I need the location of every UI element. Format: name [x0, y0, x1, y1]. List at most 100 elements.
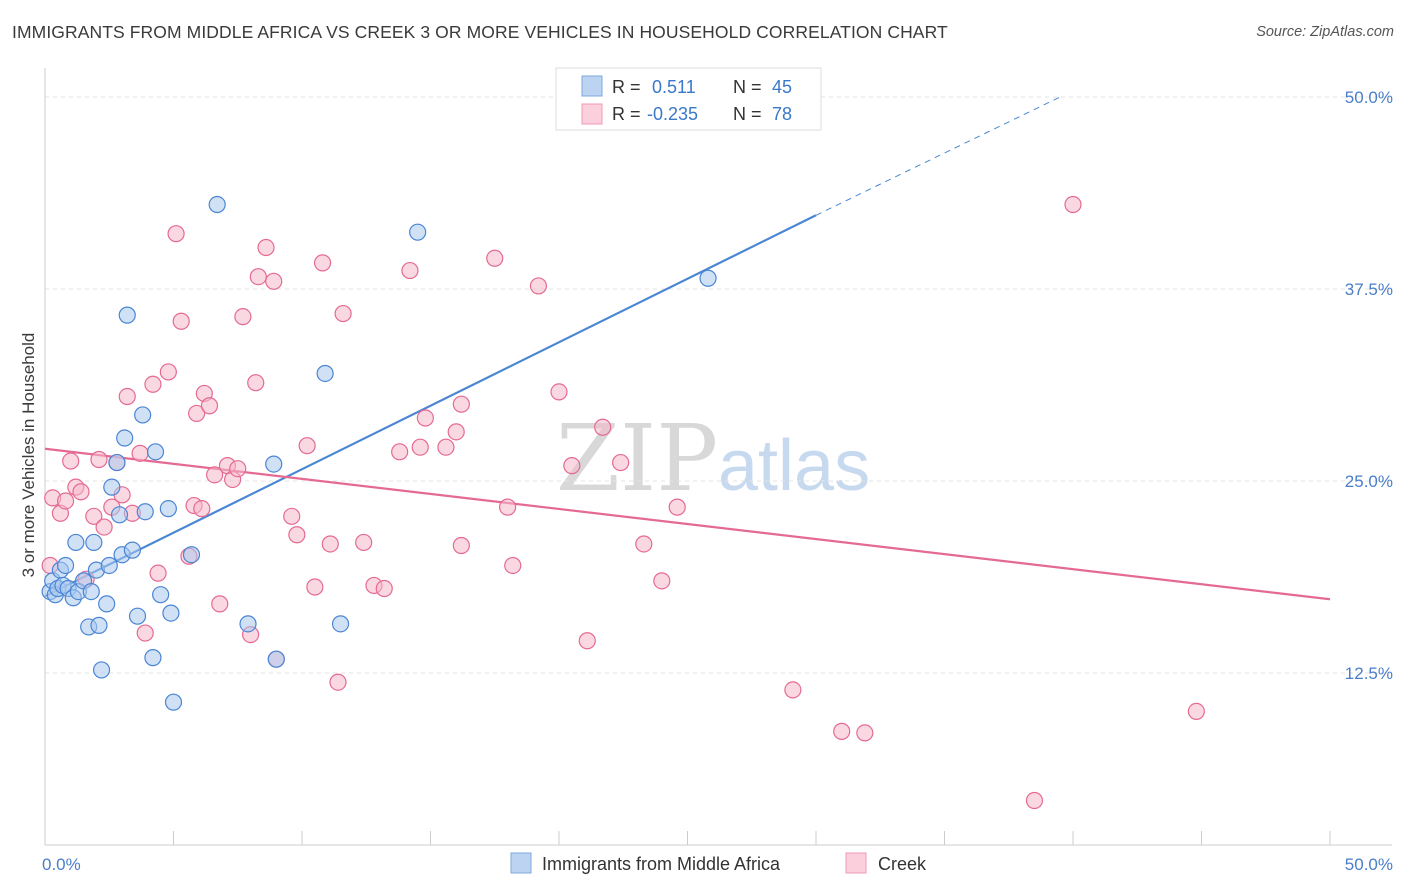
- point-middle-africa: [134, 406, 152, 424]
- legend-n-label-1: N =: [733, 77, 762, 97]
- legend-n-label-2: N =: [733, 104, 762, 124]
- point-middle-africa: [265, 455, 283, 473]
- point-middle-africa: [162, 604, 180, 622]
- point-creek: [136, 624, 154, 642]
- point-creek: [234, 308, 252, 326]
- point-creek: [211, 595, 229, 613]
- point-middle-africa: [103, 478, 121, 496]
- point-creek: [486, 249, 504, 267]
- point-middle-africa: [85, 533, 103, 552]
- chart-title: IMMIGRANTS FROM MIDDLE AFRICA VS CREEK 3…: [12, 22, 948, 42]
- y-axis-label: 3 or more Vehicles in Household: [19, 333, 38, 578]
- bottom-legend-label-2: Creek: [878, 854, 927, 874]
- point-middle-africa: [164, 693, 183, 711]
- point-middle-africa: [136, 503, 154, 521]
- point-creek: [149, 564, 167, 582]
- point-creek: [411, 438, 429, 456]
- point-creek: [257, 238, 275, 257]
- point-creek: [563, 457, 581, 475]
- point-creek: [167, 225, 185, 243]
- point-creek: [306, 578, 324, 596]
- bottom-legend-swatch-blue: [510, 852, 532, 874]
- point-middle-africa: [239, 615, 257, 633]
- point-middle-africa: [159, 500, 177, 518]
- point-creek: [193, 500, 211, 518]
- x-tick-label-max: 50.0%: [1345, 855, 1393, 874]
- point-creek: [452, 395, 470, 413]
- point-middle-africa: [90, 616, 108, 634]
- point-middle-africa: [116, 429, 134, 447]
- point-creek: [288, 526, 306, 544]
- point-creek: [206, 466, 224, 484]
- scatter-points: [41, 195, 1205, 810]
- point-middle-africa: [146, 443, 165, 461]
- point-creek: [612, 453, 630, 472]
- axes: 12.5% 25.0% 37.5% 50.0% 0.0% 50.0%: [42, 68, 1393, 874]
- point-creek: [355, 533, 373, 552]
- point-creek: [784, 681, 802, 699]
- grid-lines: [45, 96, 1392, 674]
- legend-swatch-pink: [581, 103, 603, 125]
- point-creek: [247, 374, 265, 392]
- top-legend: R = 0.511 N = 45 R = -0.235 N = 78: [555, 67, 822, 131]
- y-tick-label: 50.0%: [1345, 88, 1393, 107]
- point-creek: [401, 261, 419, 280]
- point-middle-africa: [100, 556, 118, 575]
- point-creek: [159, 363, 177, 381]
- legend-swatch-blue: [581, 75, 603, 97]
- point-middle-africa: [152, 586, 170, 604]
- point-creek: [283, 507, 301, 525]
- point-middle-africa: [316, 364, 334, 383]
- point-creek: [56, 492, 75, 510]
- trend-lines: [44, 96, 1331, 601]
- point-middle-africa: [110, 506, 129, 524]
- legend-n-value-1: 45: [772, 77, 792, 97]
- y-tick-label: 25.0%: [1345, 472, 1393, 491]
- watermark-atlas: atlas: [718, 426, 870, 506]
- point-creek: [1187, 702, 1205, 721]
- point-creek: [72, 483, 90, 501]
- point-middle-africa: [118, 306, 136, 324]
- point-creek: [391, 443, 409, 461]
- point-creek: [452, 536, 470, 555]
- point-creek: [416, 409, 434, 427]
- point-creek: [529, 277, 548, 295]
- point-creek: [578, 632, 596, 650]
- point-middle-africa: [67, 533, 85, 552]
- trend-line-middle-africa: [44, 214, 817, 598]
- legend-r-value-2: -0.235: [647, 104, 698, 124]
- point-creek: [172, 312, 190, 330]
- bottom-legend: Immigrants from Middle Africa Creek: [510, 852, 927, 874]
- point-creek: [298, 437, 316, 455]
- point-middle-africa: [144, 649, 162, 667]
- point-middle-africa: [108, 453, 126, 472]
- point-middle-africa: [208, 195, 226, 214]
- point-creek: [447, 423, 465, 441]
- point-middle-africa: [128, 607, 147, 625]
- point-creek: [313, 254, 332, 272]
- trend-line-middle-africa-extension: [815, 96, 1061, 216]
- legend-n-value-2: 78: [772, 104, 792, 124]
- point-creek: [85, 507, 103, 525]
- point-middle-africa: [56, 556, 75, 575]
- point-creek: [118, 387, 136, 406]
- point-middle-africa: [409, 223, 427, 241]
- point-creek: [833, 722, 851, 740]
- point-middle-africa: [699, 269, 717, 287]
- point-creek: [265, 272, 283, 290]
- point-creek: [334, 304, 352, 323]
- point-creek: [550, 383, 568, 401]
- point-creek: [95, 518, 113, 536]
- point-creek: [321, 535, 339, 553]
- y-tick-label: 12.5%: [1345, 664, 1393, 683]
- point-creek: [90, 450, 108, 469]
- point-creek: [635, 535, 653, 553]
- point-creek: [144, 375, 162, 393]
- point-creek: [594, 418, 612, 436]
- point-middle-africa: [92, 661, 111, 679]
- point-creek: [229, 460, 247, 478]
- point-creek: [504, 556, 522, 575]
- point-creek: [437, 438, 455, 456]
- point-creek: [131, 444, 149, 462]
- bottom-legend-swatch-pink: [845, 852, 867, 874]
